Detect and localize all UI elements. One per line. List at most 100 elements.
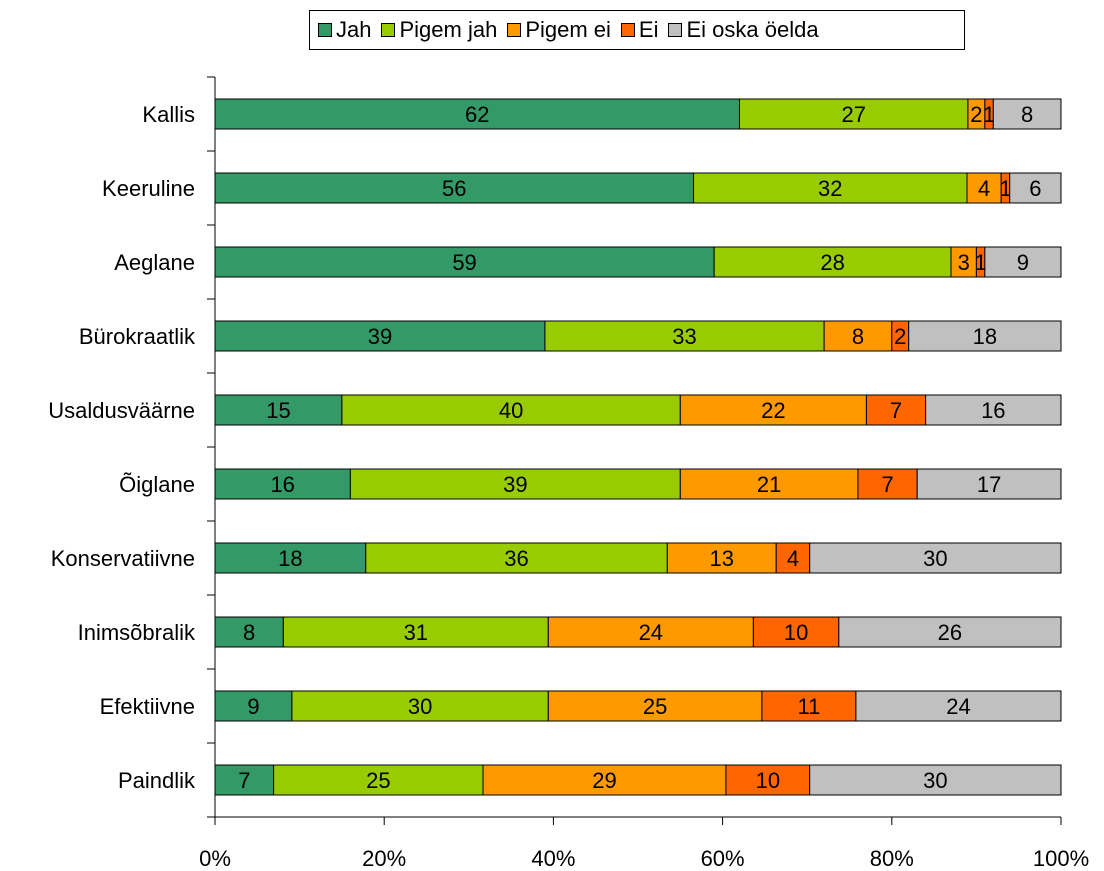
data-label: 15 [266,398,290,423]
bar-segment [713,246,952,278]
data-label: 29 [592,768,616,793]
data-label: 30 [923,546,947,571]
bar-segment [966,172,1002,204]
data-label: 24 [639,620,663,645]
legend-item: Jah [318,17,371,43]
data-label: 2 [894,324,906,349]
legend-label: Pigem ei [525,17,611,42]
bar-segment [865,394,927,426]
data-label: 11 [797,694,820,719]
legend-swatch [381,23,396,37]
category-label: Bürokraatlik [79,324,196,349]
legend-label: Pigem jah [399,17,498,42]
bar-segment [214,468,351,500]
bar-segment [908,320,1062,352]
bar-segment [214,764,275,796]
bar-segment [666,542,777,574]
data-label: 4 [978,176,990,201]
bar-segment [679,468,859,500]
x-tick-label: 20% [362,846,406,871]
data-label: 9 [247,694,259,719]
data-label: 33 [672,324,696,349]
x-tick-label: 60% [701,846,745,871]
data-label: 28 [820,250,844,275]
legend-swatch [620,23,635,37]
bar-segment [916,468,1062,500]
category-label: Aeglane [114,250,195,275]
data-label: 6 [1029,176,1041,201]
data-label: 1 [983,102,995,127]
category-label: Paindlik [118,768,196,793]
data-label: 26 [938,620,962,645]
legend-swatch [507,23,522,37]
bar-segment [823,320,893,352]
bar-segment [693,172,968,204]
category-label: Efektiivne [100,694,195,719]
data-label: 25 [366,768,390,793]
x-tick-label: 40% [531,846,575,871]
data-label: 36 [504,546,528,571]
legend-item: Pigem ei [507,17,611,43]
legend-item: Ei oska öelda [668,17,819,43]
legend-item: Ei [620,17,658,43]
data-label: 22 [761,398,785,423]
data-label: 4 [787,546,799,571]
bar-segment [838,616,1062,648]
data-label: 16 [981,398,1005,423]
bar-segment [282,616,549,648]
data-label: 18 [973,324,997,349]
x-tick-label: 0% [199,846,231,871]
bar-segment [679,394,867,426]
category-label: Keeruline [102,176,195,201]
bar-segment [809,542,1062,574]
data-label: 2 [970,102,982,127]
category-label: Usaldusväärne [48,398,195,423]
data-label: 32 [818,176,842,201]
data-label: 39 [503,472,527,497]
data-label: 8 [243,620,255,645]
data-label: 9 [1017,250,1029,275]
bar-segment [925,394,1062,426]
data-label: 40 [499,398,523,423]
data-label: 3 [958,250,970,275]
data-label: 27 [841,102,865,127]
bar-segment [855,690,1062,722]
data-label: 8 [1021,102,1033,127]
bar-segment [544,320,825,352]
bar-segment [547,690,763,722]
category-label: Inimsõbralik [78,620,196,645]
data-label: 10 [784,620,808,645]
legend-swatch [668,23,683,37]
data-label: 1 [999,176,1011,201]
data-label: 30 [408,694,432,719]
data-label: 18 [278,546,302,571]
x-tick-label: 80% [870,846,914,871]
bar-segment [214,246,715,278]
legend-item: Pigem jah [381,17,497,43]
data-label: 21 [757,472,781,497]
data-label: 13 [710,546,734,571]
bar-segment [992,98,1062,130]
bar-segment [984,246,1062,278]
data-label: 7 [890,398,902,423]
bar-segment [482,764,727,796]
bar-segment [349,468,681,500]
bar-segment [752,616,840,648]
data-label: 16 [270,472,294,497]
bar-segment [214,542,367,574]
data-label: 62 [465,102,489,127]
data-label: 25 [643,694,667,719]
data-label: 56 [442,176,466,201]
category-label: Õiglane [119,472,195,497]
category-label: Kallis [142,102,195,127]
legend-label: Ei oska öelda [686,17,819,42]
legend-swatch [318,23,332,37]
data-label: 17 [977,472,1001,497]
x-tick-label: 100% [1033,846,1089,871]
data-label: 7 [881,472,893,497]
legend-label: Jah [336,17,372,42]
data-label: 59 [452,250,476,275]
bar-segment [273,764,484,796]
bar-segment [1009,172,1062,204]
